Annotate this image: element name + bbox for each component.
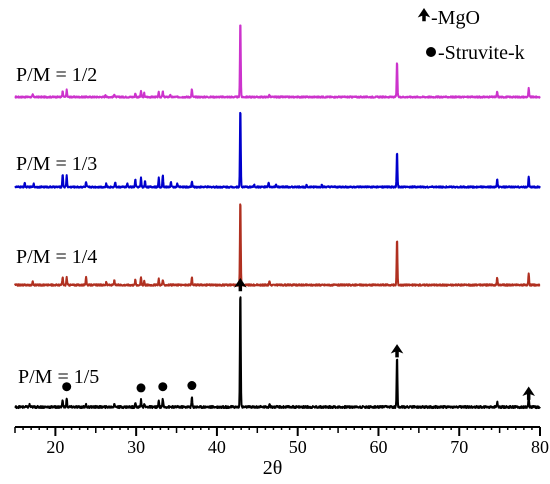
x-tick-label: 50 [289,437,307,457]
series-line-3 [14,203,541,287]
series-line-2 [14,111,541,189]
mgo-peak-icon [234,278,247,292]
struvite-peak-icon [187,381,197,391]
struvite-peak-icon [158,382,168,392]
x-tick-label: 20 [46,437,64,457]
series-label-pm-1-5: P/M = 1/5 [18,366,99,388]
x-axis-title: 2θ [263,457,283,479]
series-label-pm-1-3: P/M = 1/3 [16,153,97,175]
x-tick-label: 80 [531,437,549,457]
struvite-peak-icon [136,383,146,393]
mgo-peak-icon [522,386,535,400]
legend-circle-icon [426,47,436,57]
struvite-peak-icon [62,382,72,392]
x-tick-label: 60 [369,437,387,457]
x-tick-label: 70 [450,437,468,457]
x-tick-label: 40 [208,437,226,457]
series-layer [14,24,541,410]
mgo-peak-icon [390,344,404,358]
annotation-layer [62,278,535,400]
legend-spade-icon [417,8,431,22]
series-label-pm-1-2: P/M = 1/2 [16,64,97,86]
series-line-1 [14,24,541,99]
series-line-4 [14,296,541,410]
legend: -MgO -Struvite-k [417,7,525,64]
x-tick-label: 30 [127,437,145,457]
series-label-pm-1-4: P/M = 1/4 [16,246,97,268]
x-axis: 20 30 40 50 60 70 80 [14,426,549,457]
legend-label-mgo: -MgO [431,7,480,29]
legend-label-struvite: -Struvite-k [438,42,525,64]
